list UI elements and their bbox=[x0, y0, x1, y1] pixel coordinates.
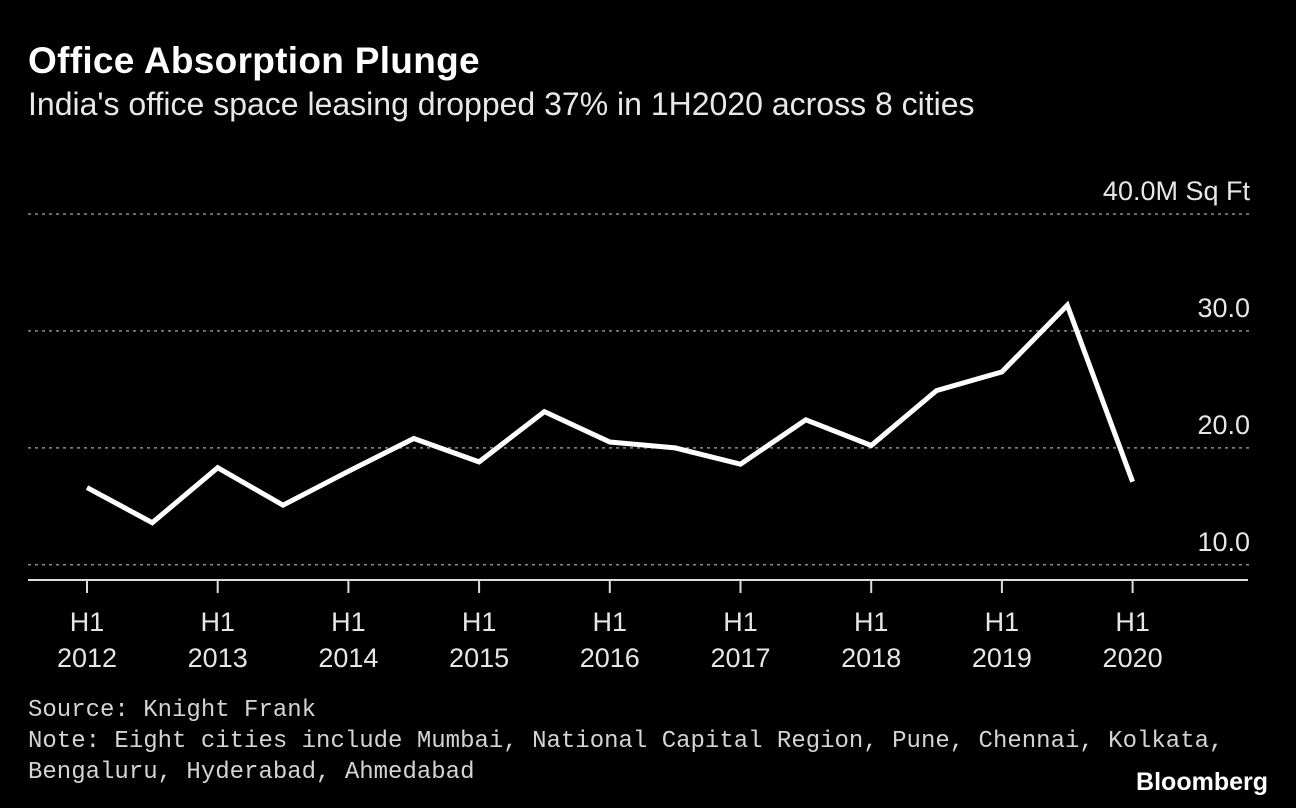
note-line-1: Note: Eight cities include Mumbai, Natio… bbox=[28, 728, 1224, 755]
x-tick-label-half-8: H1 bbox=[1115, 607, 1150, 637]
y-tick-label-2: 30.0 bbox=[1197, 293, 1250, 323]
y-tick-label-3: 40.0M Sq Ft bbox=[1103, 176, 1251, 206]
x-tick-label-year-0: 2012 bbox=[57, 643, 117, 673]
x-tick-label-year-7: 2019 bbox=[972, 643, 1032, 673]
chart-title: Office Absorption Plunge bbox=[28, 40, 480, 81]
x-tick-label-half-3: H1 bbox=[462, 607, 497, 637]
series-line-0 bbox=[85, 300, 1135, 526]
x-tick-label-half-2: H1 bbox=[331, 607, 366, 637]
y-tick-label-0: 10.0 bbox=[1197, 527, 1250, 557]
x-tick-label-year-4: 2016 bbox=[580, 643, 640, 673]
x-tick-label-half-5: H1 bbox=[723, 607, 758, 637]
x-tick-label-half-6: H1 bbox=[854, 607, 889, 637]
x-tick-label-year-5: 2017 bbox=[710, 643, 770, 673]
source-note: Source: Knight Frank bbox=[28, 697, 317, 724]
x-tick-label-half-4: H1 bbox=[593, 607, 628, 637]
x-tick-label-year-6: 2018 bbox=[841, 643, 901, 673]
line-chart: 10.0 20.0 30.0 40.0M Sq Ft H1 2012 H1 2013 H1 201… bbox=[28, 176, 1251, 673]
x-tick-label-year-1: 2013 bbox=[188, 643, 248, 673]
x-tick-label-year-8: 2020 bbox=[1103, 643, 1163, 673]
x-tick-label-year-2: 2014 bbox=[318, 643, 378, 673]
x-tick-label-half-1: H1 bbox=[200, 607, 235, 637]
chart-subtitle: India's office space leasing dropped 37%… bbox=[28, 86, 975, 122]
y-tick-label-1: 20.0 bbox=[1197, 410, 1250, 440]
bloomberg-logo: Bloomberg bbox=[1136, 768, 1268, 796]
x-tick-label-half-0: H1 bbox=[70, 607, 105, 637]
x-tick-label-half-7: H1 bbox=[985, 607, 1020, 637]
note-line-2: Bengaluru, Hyderabad, Ahmedabad bbox=[28, 759, 475, 786]
x-tick-label-year-3: 2015 bbox=[449, 643, 509, 673]
